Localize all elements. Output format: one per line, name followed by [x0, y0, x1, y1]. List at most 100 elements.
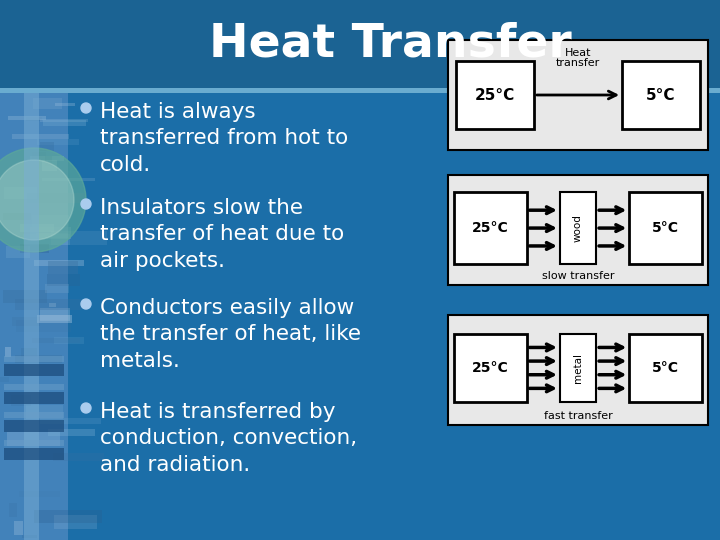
Bar	[8, 116, 46, 120]
Bar	[14, 522, 23, 535]
Bar	[42, 178, 95, 181]
Text: slow transfer: slow transfer	[541, 271, 614, 281]
Bar	[30, 227, 71, 239]
Bar	[6, 246, 30, 258]
Bar	[3, 291, 47, 303]
Bar	[4, 187, 37, 199]
Bar	[37, 139, 79, 145]
Circle shape	[81, 103, 91, 113]
Bar	[32, 215, 69, 227]
Bar	[5, 347, 11, 357]
Bar	[456, 61, 534, 129]
Bar	[32, 152, 46, 160]
Bar	[454, 334, 527, 402]
Bar	[1, 377, 9, 382]
Bar	[0, 93, 68, 540]
Bar	[48, 429, 95, 436]
Bar	[40, 142, 54, 151]
Bar	[629, 192, 702, 264]
Bar	[55, 336, 84, 344]
Bar	[35, 510, 102, 523]
Bar	[15, 355, 62, 363]
Bar	[560, 192, 596, 264]
Bar	[4, 384, 64, 390]
Text: Heat is transferred by
conduction, convection,
and radiation.: Heat is transferred by conduction, conve…	[100, 402, 357, 475]
Bar	[49, 303, 56, 307]
Circle shape	[0, 148, 86, 252]
Bar	[0, 88, 720, 93]
Bar	[11, 395, 32, 406]
Text: Heat: Heat	[564, 48, 591, 58]
Circle shape	[81, 403, 91, 413]
Bar	[55, 103, 75, 106]
Bar	[40, 308, 70, 321]
Bar	[4, 440, 64, 446]
Bar	[21, 348, 37, 357]
Bar	[4, 448, 64, 460]
Bar	[47, 274, 80, 286]
Bar	[26, 405, 63, 419]
Text: transfer: transfer	[556, 58, 600, 68]
Text: metal: metal	[573, 353, 583, 383]
Text: fast transfer: fast transfer	[544, 411, 613, 421]
Bar	[23, 234, 70, 245]
Bar	[0, 0, 720, 88]
Bar	[34, 260, 84, 266]
Bar	[30, 156, 64, 160]
Bar	[22, 535, 37, 538]
Bar	[40, 119, 89, 123]
Bar	[37, 314, 72, 323]
Text: 5°C: 5°C	[652, 361, 679, 375]
Bar	[32, 338, 81, 343]
Text: Heat Transfer: Heat Transfer	[209, 22, 572, 66]
Text: 25°C: 25°C	[472, 221, 509, 235]
Circle shape	[81, 299, 91, 309]
Text: 5°C: 5°C	[652, 221, 679, 235]
Bar	[54, 515, 97, 529]
Bar	[4, 356, 64, 362]
Text: Heat is always
transferred from hot to
cold.: Heat is always transferred from hot to c…	[100, 102, 348, 175]
Bar	[53, 453, 104, 461]
Text: Conductors easily allow
the transfer of heat, like
metals.: Conductors easily allow the transfer of …	[100, 298, 361, 371]
Bar	[12, 317, 40, 326]
Bar	[9, 503, 17, 517]
Bar	[51, 231, 107, 245]
Bar	[622, 61, 700, 129]
Text: 5°C: 5°C	[647, 87, 676, 103]
Bar	[4, 420, 64, 432]
Bar	[45, 284, 69, 293]
Bar	[20, 224, 54, 232]
Bar	[4, 364, 64, 376]
Text: wood: wood	[573, 214, 583, 242]
Bar	[448, 40, 708, 150]
Bar	[27, 193, 86, 203]
Bar	[42, 160, 58, 171]
Bar	[629, 334, 702, 402]
Text: 25°C: 25°C	[472, 361, 509, 375]
Bar	[19, 491, 60, 497]
Bar	[26, 117, 42, 122]
Bar	[4, 392, 64, 404]
Bar	[45, 156, 53, 165]
Bar	[7, 432, 60, 446]
Circle shape	[81, 199, 91, 209]
Text: Insulators slow the
transfer of heat due to
air pockets.: Insulators slow the transfer of heat due…	[100, 198, 344, 271]
Bar	[48, 261, 78, 274]
Bar	[33, 98, 61, 109]
Text: 25°C: 25°C	[475, 87, 515, 103]
Bar	[43, 120, 86, 126]
Bar	[560, 334, 596, 402]
Circle shape	[0, 160, 74, 240]
Bar	[15, 299, 82, 309]
Bar	[12, 134, 69, 139]
Bar	[24, 93, 39, 540]
Bar	[3, 213, 32, 220]
Bar	[4, 412, 64, 418]
Bar	[16, 320, 71, 332]
Bar	[22, 245, 28, 251]
Bar	[448, 175, 708, 285]
Bar	[40, 418, 101, 424]
Bar	[454, 192, 527, 264]
Bar	[448, 315, 708, 425]
Bar	[20, 244, 49, 253]
